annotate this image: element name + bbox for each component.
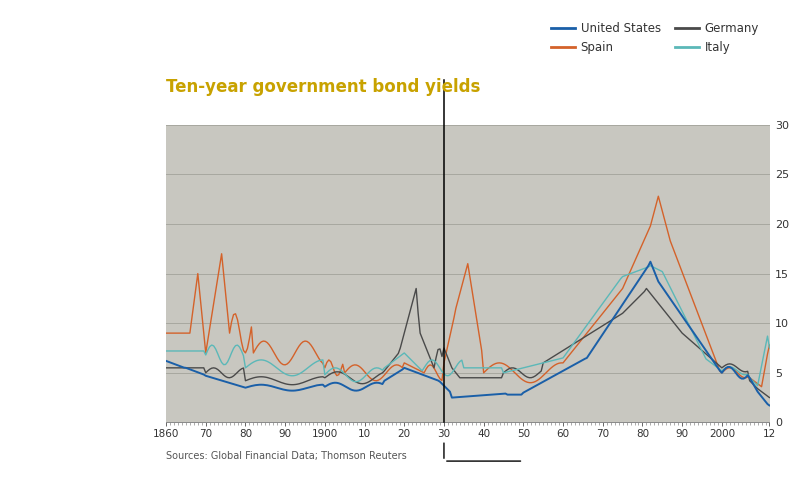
- Legend: United States, Spain, Germany, Italy: United States, Spain, Germany, Italy: [547, 18, 764, 59]
- Text: Ten-year government bond yields: Ten-year government bond yields: [166, 78, 480, 96]
- Text: Sources: Global Financial Data; Thomson Reuters: Sources: Global Financial Data; Thomson …: [166, 451, 407, 461]
